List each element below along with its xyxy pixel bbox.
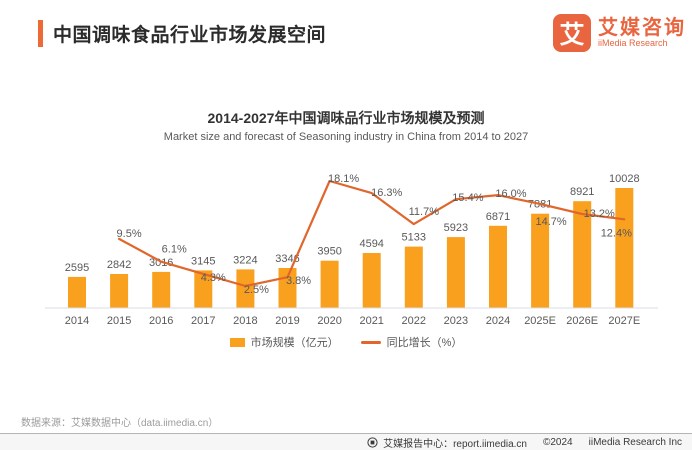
growth-rate-label: 12.4% xyxy=(601,227,632,239)
page-header: 中国调味食品行业市场发展空间 xyxy=(38,20,326,47)
growth-rate-label: 14.7% xyxy=(535,216,566,228)
x-axis-label: 2014 xyxy=(65,315,89,327)
x-axis-label: 2023 xyxy=(444,315,468,327)
page-title: 中国调味食品行业市场发展空间 xyxy=(53,25,327,46)
x-axis-label: 2020 xyxy=(317,315,341,327)
growth-line xyxy=(117,179,626,288)
legend-item-growth: 同比增长（%） xyxy=(360,334,463,350)
bar-value-label: 4594 xyxy=(359,238,383,250)
imedia-logo: 艾 艾媒咨询 iiMedia Research xyxy=(553,14,686,52)
bar-value-label: 3950 xyxy=(317,246,341,258)
growth-rate-label: 4.3% xyxy=(201,272,226,284)
market-size-bar xyxy=(236,269,255,308)
x-axis-label: 2022 xyxy=(402,315,426,327)
growth-rate-label: 11.7% xyxy=(409,206,440,218)
growth-rate-label: 18.1% xyxy=(328,173,359,185)
bar-value-label: 7881 xyxy=(528,199,552,211)
bar-value-label: 5923 xyxy=(444,222,468,234)
market-size-bar xyxy=(194,270,213,308)
x-axis-label: 2025E xyxy=(524,315,556,327)
x-axis-label: 2021 xyxy=(359,315,383,327)
bar-value-label: 8921 xyxy=(570,186,594,198)
market-size-bar xyxy=(320,260,339,308)
growth-rate-label: 6.1% xyxy=(162,244,187,256)
x-axis-label: 2018 xyxy=(233,315,257,327)
bar-value-label: 5133 xyxy=(402,232,426,244)
data-source-note: 数据来源：艾媒数据中心（data.iimedia.cn） xyxy=(21,418,219,429)
legend-item-market-size: 市场规模（亿元） xyxy=(229,334,339,350)
bar-value-label: 3346 xyxy=(275,253,299,265)
bar-value-label: 3145 xyxy=(191,255,215,267)
x-axis-label: 2016 xyxy=(149,315,173,327)
footer-copyright: ©2024 xyxy=(543,436,573,448)
market-size-bar xyxy=(489,225,507,308)
bar-value-label: 3016 xyxy=(149,257,173,269)
chart-subtitle: Market size and forecast of Seasoning in… xyxy=(163,131,529,143)
market-size-bar xyxy=(362,253,381,308)
market-size-bar xyxy=(278,268,297,308)
bar-value-label: 3224 xyxy=(233,254,257,266)
bar-value-label: 2842 xyxy=(107,259,131,271)
growth-rate-label: 9.5% xyxy=(117,228,142,240)
market-size-bar xyxy=(531,213,550,308)
x-axis-label: 2015 xyxy=(107,315,131,327)
legend-label-growth: 同比增长（%） xyxy=(386,337,463,349)
bar-series-swatch xyxy=(229,337,245,347)
title-accent-bar xyxy=(38,20,43,47)
x-axis-label: 2027E xyxy=(608,315,640,327)
bar-value-label: 10028 xyxy=(609,173,640,185)
growth-rate-label: 13.2% xyxy=(584,208,615,220)
growth-rate-label: 16.3% xyxy=(371,187,402,199)
growth-rate-label: 2.5% xyxy=(244,284,269,296)
page-footer: 艾媒报告中心：report.iimedia.cn ©2024 iiMedia R… xyxy=(0,433,692,450)
legend-label-market-size: 市场规模（亿元） xyxy=(250,337,339,349)
x-axis-label: 2019 xyxy=(275,315,299,327)
x-axis-label: 2017 xyxy=(191,315,215,327)
chart-title: 2014-2027年中国调味品行业市场规模及预测 xyxy=(207,110,485,126)
imedia-badge-icon xyxy=(367,436,378,448)
market-size-bar xyxy=(152,271,171,308)
imedia-logo-text: 艾媒咨询 iiMedia Research xyxy=(598,17,686,49)
bar-value-label: 2595 xyxy=(65,262,89,274)
growth-rate-label: 16.0% xyxy=(495,188,526,200)
imedia-logo-icon: 艾 xyxy=(553,14,591,52)
market-size-bar xyxy=(573,201,592,308)
x-axis-label: 2024 xyxy=(486,315,510,327)
footer-report-link: 艾媒报告中心：report.iimedia.cn xyxy=(383,438,527,450)
market-size-bar xyxy=(615,188,634,308)
growth-rate-label: 3.8% xyxy=(286,275,311,287)
market-size-bar xyxy=(404,246,423,308)
market-size-bar xyxy=(110,274,129,308)
logo-name-en: iiMedia Research xyxy=(598,38,668,49)
logo-name-cn: 艾媒咨询 xyxy=(598,17,686,40)
growth-rate-label: 15.4% xyxy=(452,192,483,204)
market-size-bar xyxy=(68,276,86,308)
bar-value-label: 6871 xyxy=(486,211,510,223)
footer-report-center: 艾媒报告中心：report.iimedia.cn xyxy=(367,435,527,450)
x-axis-label: 2026E xyxy=(566,315,598,327)
market-size-bar xyxy=(446,237,465,308)
line-series-swatch xyxy=(360,340,381,344)
chart-legend: 市场规模（亿元） 同比增长（%） xyxy=(0,334,692,350)
footer-company: iiMedia Research Inc xyxy=(588,436,682,448)
